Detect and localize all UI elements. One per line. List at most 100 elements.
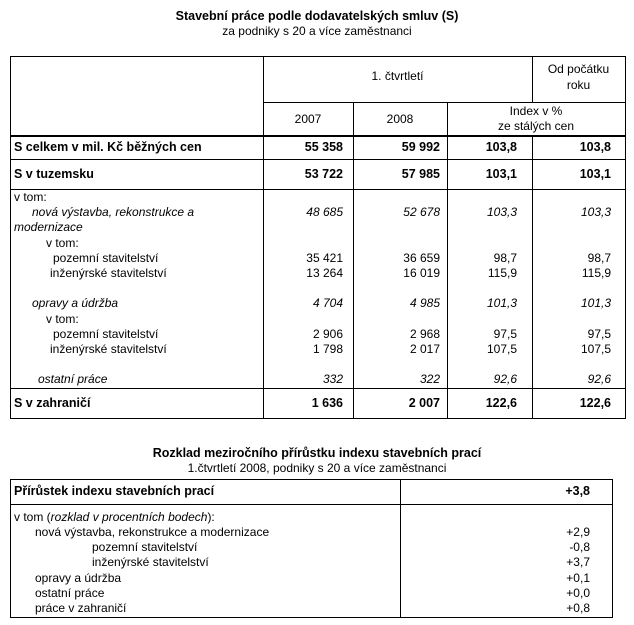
- row-label: S celkem v mil. Kč běžných cen: [14, 140, 202, 154]
- table1-header-bottom: [10, 135, 626, 137]
- table1-border-right: [625, 56, 626, 419]
- header-quarter: 1. čtvrtletí: [371, 69, 424, 83]
- intro-prefix: v tom (: [14, 510, 51, 524]
- table1-subtitle: za podniky s 20 a více zaměstnanci: [222, 24, 412, 38]
- table1-header-divider: [263, 102, 626, 103]
- row-label: S v tuzemsku: [14, 167, 94, 181]
- value-index: 103,8: [485, 140, 517, 154]
- header-ytd-line1: Od počátku: [547, 62, 610, 76]
- header-index-line1: Index v %: [509, 104, 563, 118]
- intro-suffix: ):: [207, 510, 215, 524]
- table2-border-right: [612, 479, 613, 618]
- value-index: 101,3: [486, 296, 517, 311]
- value-index: 97,5: [493, 326, 517, 341]
- row-label: v tom:: [46, 311, 79, 326]
- row-label: ostatní práce: [38, 372, 108, 387]
- value-2007: 48 685: [306, 205, 343, 220]
- value-2008: 4 985: [409, 296, 440, 311]
- table1-border-bottom: [10, 418, 626, 419]
- value-2007: 2 906: [312, 326, 343, 341]
- row-label: v tom:: [14, 190, 47, 204]
- table1-title: Stavební práce podle dodavatelských smlu…: [175, 9, 459, 23]
- table1-col-divider: [532, 56, 533, 102]
- value-ytd: 103,8: [579, 140, 611, 154]
- row-label: nová výstavba, rekonstrukce a: [32, 205, 195, 220]
- table1-row-divider: [10, 159, 626, 160]
- intro-italic: rozklad v procentních bodech: [50, 510, 208, 524]
- value-ytd: 103,1: [579, 167, 611, 181]
- value-2008: 36 659: [403, 250, 440, 265]
- value-2007: 1 636: [311, 396, 343, 410]
- table2-border-bottom: [10, 617, 613, 618]
- value-2008: 322: [419, 372, 440, 387]
- value-2008: 16 019: [403, 266, 440, 280]
- row-label: opravy a údržba: [32, 296, 119, 311]
- value-2007: 35 421: [306, 250, 343, 265]
- row-label: nová výstavba, rekonstrukce a modernizac…: [35, 525, 270, 539]
- value-2008: 52 678: [403, 205, 440, 220]
- value-2007: 13 264: [306, 266, 343, 280]
- row-label: S v zahraničí: [14, 396, 91, 410]
- table2-title: Rozklad meziročního přírůstku indexu sta…: [152, 446, 482, 460]
- table1-border-top: [10, 56, 626, 57]
- value-2008: 2 968: [409, 326, 440, 341]
- header-ytd-line2: roku: [566, 78, 591, 92]
- table2-subtitle: 1.čtvrtletí 2008, podniky s 20 a více za…: [187, 461, 447, 475]
- header-2008: 2008: [386, 112, 414, 126]
- value-ytd: 98,7: [587, 250, 611, 265]
- value-index: 122,6: [485, 396, 517, 410]
- table1-col-divider: [532, 135, 533, 419]
- value-2008: 57 985: [401, 167, 440, 181]
- value-index: 92,6: [493, 372, 517, 387]
- value-2007: 53 722: [304, 167, 343, 181]
- value-index: 107,5: [486, 342, 517, 356]
- table2-header-label: Přírůstek indexu stavebních prací: [14, 484, 215, 498]
- value-ytd: 92,6: [587, 372, 611, 387]
- table2-border-top: [10, 479, 613, 480]
- table1-border-left: [10, 56, 11, 419]
- value-ytd: 107,5: [580, 342, 611, 356]
- header-2007: 2007: [294, 112, 322, 126]
- value-ytd: 101,3: [580, 296, 611, 311]
- table2-header-value: +3,8: [565, 484, 590, 498]
- value-2008: 59 992: [401, 140, 440, 154]
- table2-col-divider: [400, 479, 401, 618]
- row-value: -0,8: [569, 540, 590, 555]
- row-label: modernizace: [14, 220, 83, 235]
- table2-border-left: [10, 479, 11, 618]
- table2-intro: v tom (rozklad v procentních bodech):: [14, 510, 215, 524]
- value-index: 98,7: [493, 250, 517, 265]
- row-label: práce v zahraničí: [35, 601, 127, 615]
- row-label: inženýrské stavitelství: [92, 555, 209, 570]
- row-value: +0,0: [566, 585, 590, 600]
- row-label: pozemní stavitelství: [53, 326, 159, 341]
- value-2007: 1 798: [312, 342, 343, 356]
- value-ytd: 103,3: [580, 205, 611, 220]
- table2-header-bottom: [10, 504, 613, 505]
- table1-col-divider: [263, 56, 264, 419]
- value-2008: 2 017: [409, 342, 440, 356]
- row-label: pozemní stavitelství: [92, 540, 198, 555]
- row-label: opravy a údržba: [35, 570, 122, 585]
- row-label: inženýrské stavitelství: [50, 266, 167, 280]
- value-2007: 332: [322, 372, 343, 387]
- value-index: 115,9: [487, 266, 517, 280]
- row-label: pozemní stavitelství: [53, 250, 159, 265]
- row-label: v tom:: [46, 235, 79, 250]
- value-2007: 55 358: [304, 140, 343, 154]
- table1-col-divider: [353, 102, 354, 419]
- value-index: 103,3: [486, 205, 517, 220]
- row-label: inženýrské stavitelství: [50, 342, 167, 356]
- row-value: +2,9: [566, 525, 590, 539]
- row-value: +0,1: [566, 570, 590, 585]
- table1-col-divider: [447, 102, 448, 419]
- header-index-line2: ze stálých cen: [497, 119, 575, 133]
- value-2007: 4 704: [312, 296, 343, 311]
- value-ytd: 115,9: [581, 266, 611, 280]
- value-2008: 2 007: [408, 396, 440, 410]
- value-ytd: 97,5: [587, 326, 611, 341]
- row-label: ostatní práce: [35, 585, 105, 600]
- row-value: +0,8: [566, 601, 590, 615]
- value-ytd: 122,6: [579, 396, 611, 410]
